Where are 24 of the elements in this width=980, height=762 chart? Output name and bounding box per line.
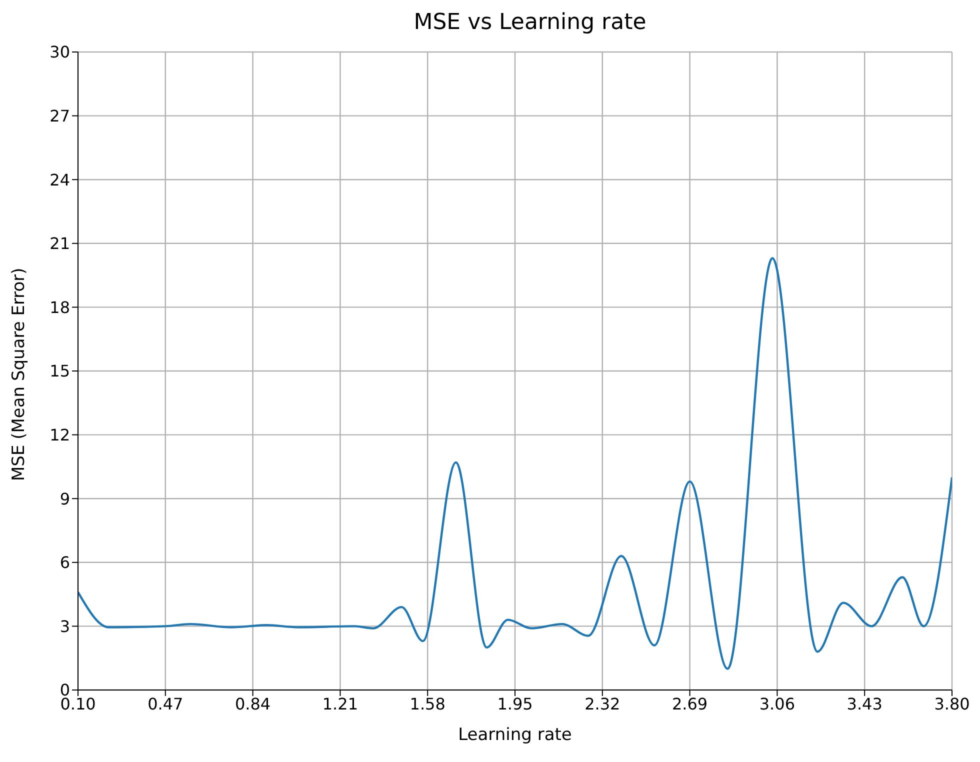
y-tick-label: 3 bbox=[60, 616, 70, 636]
y-tick-label: 18 bbox=[50, 298, 70, 317]
chart-title: MSE vs Learning rate bbox=[412, 9, 648, 37]
x-tick-label: 0.47 bbox=[148, 694, 184, 714]
x-tick-label: 3.43 bbox=[846, 694, 882, 714]
x-tick-label: 1.58 bbox=[410, 694, 446, 714]
x-tick-label: 1.21 bbox=[322, 694, 358, 714]
y-tick-label: 27 bbox=[50, 106, 70, 126]
x-tick-label: 2.69 bbox=[672, 694, 708, 714]
line-series bbox=[78, 257, 952, 670]
y-tick-label: 21 bbox=[50, 234, 70, 254]
y-tick-label: 24 bbox=[50, 170, 70, 190]
x-tick-label: 3.80 bbox=[934, 694, 970, 714]
x-axis-title: Learning rate bbox=[458, 725, 572, 745]
y-tick-label: 6 bbox=[60, 553, 70, 572]
y-tick-label: 12 bbox=[50, 425, 70, 444]
x-tick-label: 2.32 bbox=[584, 694, 620, 714]
y-tick-label: 9 bbox=[60, 489, 70, 508]
y-axis-title: MSE (Mean Square Error) bbox=[9, 268, 30, 481]
y-tick-label: 15 bbox=[50, 362, 70, 381]
x-tick-label: 3.06 bbox=[759, 694, 796, 714]
x-tick-label: 0.84 bbox=[234, 694, 271, 714]
x-tick-label: 1.95 bbox=[497, 694, 533, 714]
y-tick-label: 30 bbox=[50, 42, 70, 62]
